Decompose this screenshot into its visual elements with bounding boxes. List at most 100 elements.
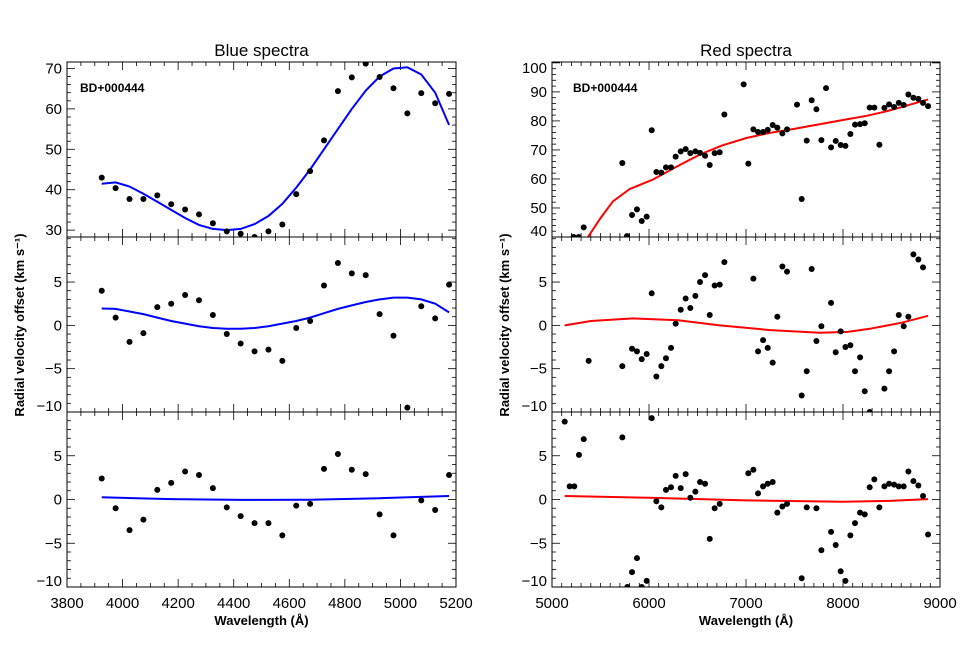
data-point <box>182 468 189 475</box>
data-point <box>446 281 453 288</box>
data-point <box>390 85 397 92</box>
data-point <box>687 494 694 501</box>
data-point <box>702 480 709 487</box>
blue-panel-3: −10 −5 0 5 3800 4000 4200 4400 4600 4800 5000 5200 <box>37 411 473 612</box>
data-point <box>446 90 453 97</box>
y-tick-label: 0 <box>54 317 62 334</box>
data-point <box>223 331 230 338</box>
data-point <box>182 206 189 213</box>
y-tick-label: 40 <box>45 182 62 199</box>
y-tick-label: 30 <box>45 222 62 239</box>
data-point <box>808 97 815 104</box>
data-point <box>876 504 883 511</box>
x-tick-label: 4200 <box>161 595 194 612</box>
data-point <box>362 471 369 478</box>
data-point <box>915 482 922 489</box>
data-point <box>307 318 314 325</box>
data-point <box>798 392 805 399</box>
panel-frame <box>551 411 941 588</box>
data-point <box>784 500 791 507</box>
red-star-label: BD+000444 <box>573 81 638 95</box>
data-point <box>861 511 868 518</box>
data-point <box>643 577 650 584</box>
data-point <box>404 110 411 117</box>
data-point <box>251 234 258 237</box>
data-point <box>910 251 917 258</box>
data-point <box>658 169 665 176</box>
data-point <box>784 268 791 275</box>
data-point <box>764 480 771 487</box>
data-point <box>168 300 175 307</box>
y-tick-label: 5 <box>539 274 547 291</box>
data-point <box>418 303 425 310</box>
data-point <box>881 483 888 490</box>
data-point <box>706 311 713 318</box>
fit-curve <box>101 296 450 330</box>
data-point <box>813 106 820 113</box>
data-point <box>623 233 630 237</box>
data-point <box>750 466 757 473</box>
data-point <box>692 148 699 155</box>
data-point <box>891 103 898 110</box>
data-point <box>837 328 844 335</box>
data-point <box>334 88 341 95</box>
data-point <box>706 162 713 169</box>
data-point <box>98 174 105 181</box>
data-point <box>871 476 878 483</box>
x-tick-label: 4000 <box>106 595 139 612</box>
data-point <box>362 272 369 279</box>
data-point <box>195 297 202 304</box>
data-point <box>390 532 397 539</box>
y-tick-label: 40 <box>530 223 547 240</box>
data-point <box>668 484 675 491</box>
data-point <box>692 292 699 299</box>
y-tick-label: −10 <box>522 573 547 590</box>
data-point <box>580 436 587 443</box>
data-point <box>112 505 119 512</box>
data-point <box>755 128 762 135</box>
x-tick-label: 7000 <box>729 595 762 612</box>
fit-curve <box>101 66 451 232</box>
data-point <box>760 337 767 344</box>
data-point <box>832 349 839 356</box>
data-point <box>828 144 835 151</box>
data-point <box>891 481 898 488</box>
data-point <box>376 73 383 80</box>
data-point <box>832 542 839 548</box>
data-point <box>803 137 810 144</box>
data-point <box>624 584 631 587</box>
data-point <box>575 451 582 458</box>
y-tick-label: 50 <box>45 141 62 158</box>
data-point <box>126 196 133 203</box>
y-tick-label: 0 <box>54 492 62 509</box>
data-point <box>376 511 383 518</box>
data-point <box>794 101 801 108</box>
data-point <box>237 230 244 237</box>
data-point <box>779 503 786 510</box>
data-point <box>711 505 718 512</box>
data-point <box>847 342 854 349</box>
data-point <box>842 142 849 149</box>
data-point <box>721 111 728 118</box>
data-point <box>376 311 383 318</box>
data-point <box>98 475 105 482</box>
data-point <box>648 127 655 134</box>
panel-frame <box>66 236 457 413</box>
data-point <box>237 513 244 520</box>
data-point <box>798 195 805 202</box>
data-point <box>648 415 655 422</box>
data-point <box>925 103 932 110</box>
data-point <box>915 256 922 263</box>
data-point <box>570 234 577 237</box>
x-tick-label: 5000 <box>384 595 417 612</box>
data-point <box>418 497 425 504</box>
x-tick-label: 4600 <box>273 595 306 612</box>
data-point <box>633 206 640 213</box>
red-panel-3: −10 −5 0 5 5000 6000 7000 8000 9000 <box>522 411 957 612</box>
data-point <box>279 221 286 228</box>
data-point <box>769 359 776 366</box>
fit-curve <box>587 98 929 237</box>
data-point <box>769 121 776 128</box>
data-point <box>446 472 453 478</box>
